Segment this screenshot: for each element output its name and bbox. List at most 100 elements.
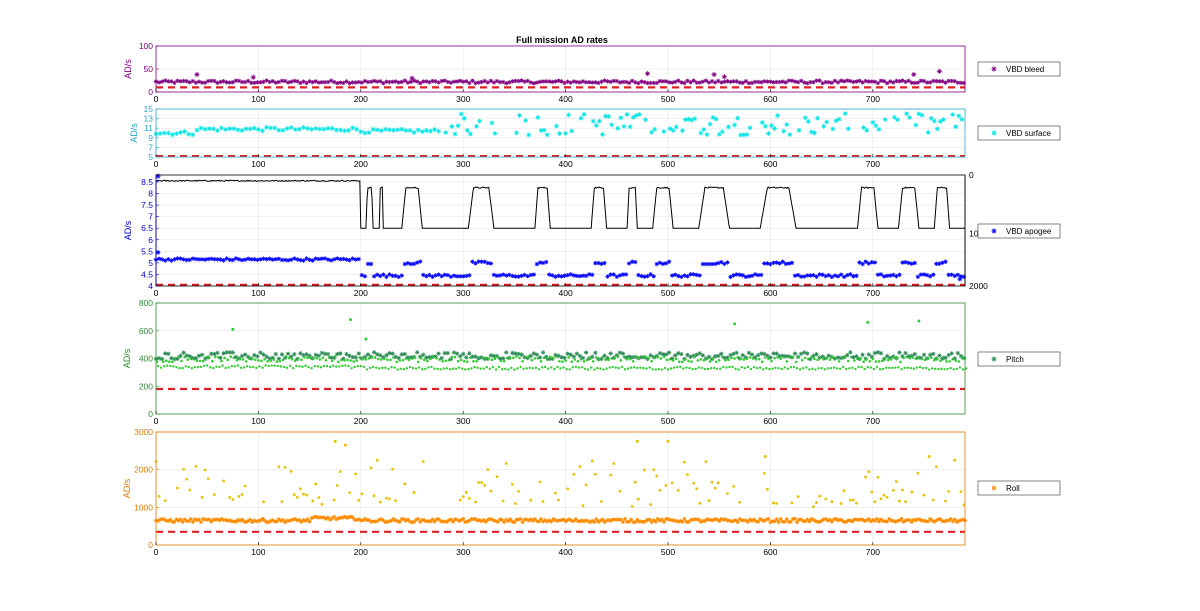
data-point xyxy=(369,466,373,470)
y-tick-label: 15 xyxy=(144,104,154,114)
data-point xyxy=(956,113,962,119)
data-point xyxy=(942,519,947,524)
data-point xyxy=(270,518,275,523)
data-point xyxy=(542,356,546,360)
data-point xyxy=(961,368,965,371)
data-point xyxy=(414,79,420,84)
data-point xyxy=(553,491,557,495)
data-point xyxy=(841,274,847,280)
y-tick-label: 8 xyxy=(148,189,153,199)
data-point xyxy=(162,364,166,368)
data-point xyxy=(931,351,936,357)
data-point xyxy=(374,352,380,357)
data-point xyxy=(236,257,242,262)
legend-box xyxy=(977,351,1061,367)
data-point xyxy=(778,516,783,521)
data-point xyxy=(648,353,653,358)
data-point xyxy=(875,80,881,86)
data-point xyxy=(454,367,458,370)
legend-marker xyxy=(991,130,997,136)
data-point xyxy=(609,473,613,477)
data-point xyxy=(669,80,675,85)
data-point xyxy=(476,259,481,264)
data-point xyxy=(352,517,357,522)
data-point xyxy=(344,79,349,84)
data-point xyxy=(737,80,742,85)
data-point xyxy=(494,353,500,359)
data-point xyxy=(284,355,288,358)
data-point xyxy=(928,516,933,521)
data-point xyxy=(249,257,254,262)
data-point xyxy=(567,356,570,359)
data-point xyxy=(320,502,324,506)
data-point xyxy=(510,519,515,524)
data-point xyxy=(924,272,930,278)
data-point xyxy=(497,365,501,369)
data-point xyxy=(264,256,269,262)
data-point xyxy=(716,481,720,485)
data-point xyxy=(648,366,651,369)
data-point xyxy=(835,80,841,85)
data-point xyxy=(786,78,792,83)
data-point xyxy=(636,366,639,370)
data-point xyxy=(475,518,480,523)
data-point xyxy=(292,351,297,357)
data-point xyxy=(600,500,603,503)
data-point xyxy=(545,519,550,524)
data-point xyxy=(864,127,870,133)
data-point xyxy=(297,518,302,523)
data-point xyxy=(889,518,894,523)
data-point xyxy=(547,272,552,277)
data-point xyxy=(672,272,678,277)
data-point xyxy=(664,484,668,487)
data-point xyxy=(891,272,896,278)
axes-box xyxy=(155,431,966,546)
data-point xyxy=(209,351,214,356)
data-point xyxy=(901,488,904,492)
data-point xyxy=(421,79,426,84)
data-point xyxy=(393,354,398,360)
data-point xyxy=(261,366,264,369)
data-point xyxy=(298,487,302,491)
data-point xyxy=(586,519,591,524)
data-point xyxy=(899,360,902,364)
data-point xyxy=(523,118,529,123)
data-point xyxy=(209,78,214,84)
data-point xyxy=(841,365,845,369)
data-point xyxy=(692,481,696,485)
data-point xyxy=(829,274,835,280)
data-point xyxy=(292,256,297,261)
data-point xyxy=(728,79,733,85)
data-point xyxy=(949,351,954,356)
data-point xyxy=(159,79,165,84)
data-point xyxy=(491,353,497,359)
data-point xyxy=(476,356,481,361)
data-point xyxy=(803,519,808,524)
data-point xyxy=(405,517,410,522)
data-point xyxy=(814,352,819,357)
data-point xyxy=(681,360,684,364)
data-point xyxy=(356,351,361,356)
data-point xyxy=(326,515,331,520)
y-tick-label: 11 xyxy=(144,123,153,133)
data-point xyxy=(633,112,639,118)
data-point xyxy=(757,357,761,361)
data-point xyxy=(448,356,454,362)
data-point xyxy=(708,360,712,363)
data-point xyxy=(473,354,478,359)
data-point xyxy=(368,261,374,267)
data-point xyxy=(605,355,610,361)
data-point xyxy=(565,79,570,84)
legend-label: VBD surface xyxy=(1006,129,1051,138)
data-point xyxy=(798,274,804,279)
data-point xyxy=(342,514,347,519)
data-point xyxy=(206,364,209,367)
data-point xyxy=(395,360,398,364)
data-point xyxy=(845,367,848,371)
data-point xyxy=(418,354,423,359)
data-point xyxy=(295,364,298,368)
data-point xyxy=(367,518,372,523)
data-point xyxy=(712,80,718,85)
data-point xyxy=(684,357,687,361)
data-point xyxy=(252,518,257,523)
